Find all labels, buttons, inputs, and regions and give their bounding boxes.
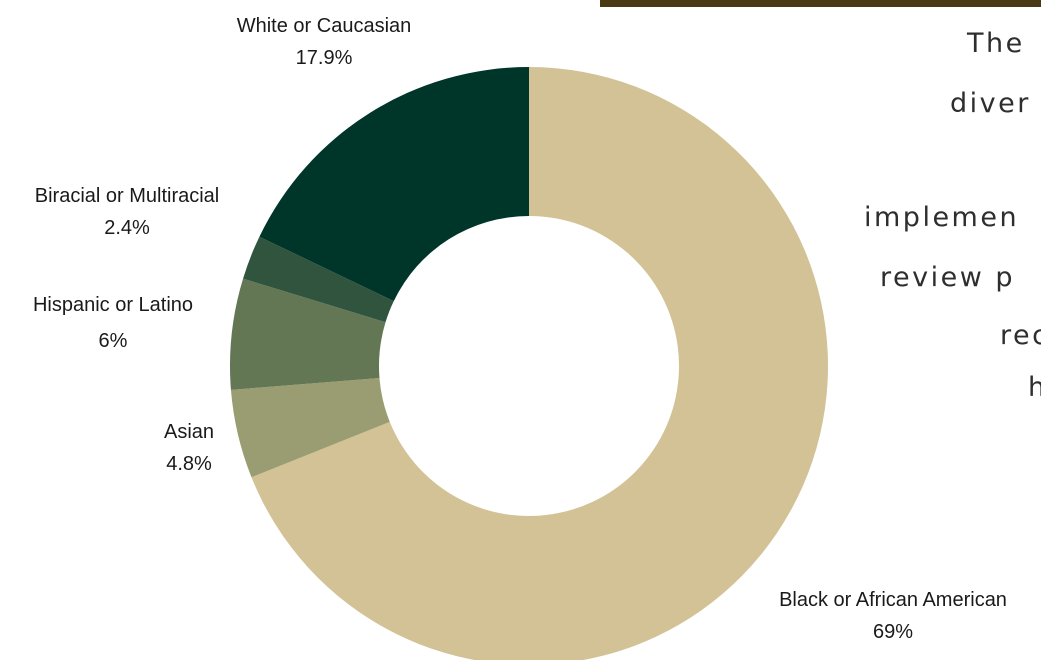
slice-biracial-or-multiracial — [243, 236, 394, 323]
slice-label-name: Black or African American — [779, 589, 1007, 611]
side-text-line-3: implemen — [864, 202, 1020, 233]
slice-hispanic-or-latino — [230, 278, 386, 390]
top-accent-bar — [600, 0, 1041, 7]
slice-white-or-caucasian — [259, 66, 529, 302]
slice-black-or-african-american — [251, 67, 828, 660]
slice-label-value: 69% — [873, 621, 913, 643]
side-text-line-2: diver — [950, 88, 1031, 119]
slice-label-value: 2.4% — [104, 217, 150, 239]
donut-slices — [230, 66, 828, 660]
slice-labels: Black or African American 69% Asian 4.8% His… — [33, 15, 1007, 643]
slice-label-name: Asian — [164, 421, 214, 443]
side-text-line-1: The — [967, 28, 1025, 59]
side-text-line-6: h — [1028, 372, 1041, 403]
slice-label-name: Hispanic or Latino — [33, 294, 193, 316]
slice-label-value: 17.9% — [296, 47, 353, 69]
slice-label-name: White or Caucasian — [237, 15, 412, 37]
slice-asian — [230, 377, 390, 478]
side-text-line-5: rec — [1000, 320, 1041, 351]
slice-label-value: 6% — [99, 330, 128, 352]
side-text-line-4: review p — [880, 262, 1016, 293]
slice-label-name: Biracial or Multiracial — [35, 185, 220, 207]
slice-label-value: 4.8% — [166, 453, 212, 475]
